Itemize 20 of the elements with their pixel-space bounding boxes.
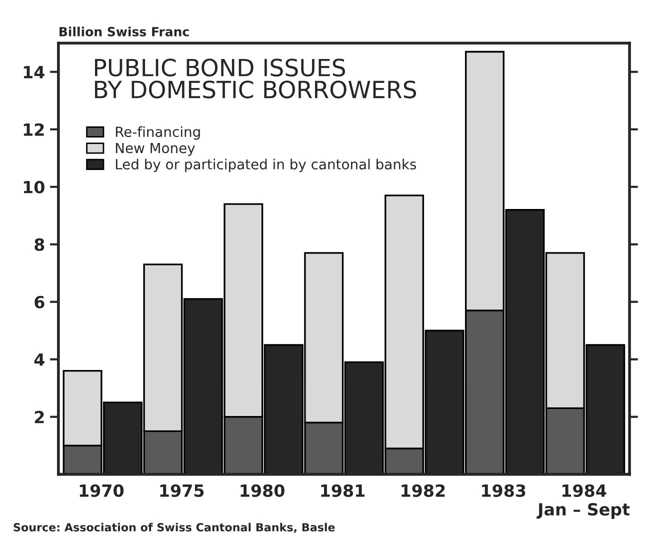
legend-label: Re-financing <box>116 126 200 140</box>
y-tick-label: 2 <box>34 410 44 424</box>
y-tick-label: 4 <box>34 354 44 366</box>
x-tick-label: 1983 <box>482 484 526 497</box>
x-tick-label: 1982 <box>402 484 445 497</box>
y-tick-label: 14 <box>24 66 44 78</box>
y-tick-label: 8 <box>34 238 44 251</box>
legend-label: Led by or participated in by cantonal banks <box>116 158 416 172</box>
legend-label: New Money <box>116 142 195 156</box>
x-tick-label: 1981 <box>321 484 365 497</box>
x-tick-label: 1984 Jan – Sept <box>536 484 630 519</box>
x-tick-label: 1980 <box>240 484 284 497</box>
y-axis-title: Billion Swiss Franc <box>60 26 189 36</box>
x-tick-label: 1975 <box>160 484 204 497</box>
y-tick-label: 12 <box>24 123 44 136</box>
y-tick-label: 10 <box>24 180 44 194</box>
x-tick-label: 1970 <box>80 484 124 497</box>
text: PUBLIC BOND ISSUES BY DOMESTIC BORROWERS <box>94 58 416 98</box>
y-tick-label: 6 <box>34 296 44 308</box>
source-note: Source: Association of Swiss Cantonal Banks, Basle <box>14 522 335 533</box>
